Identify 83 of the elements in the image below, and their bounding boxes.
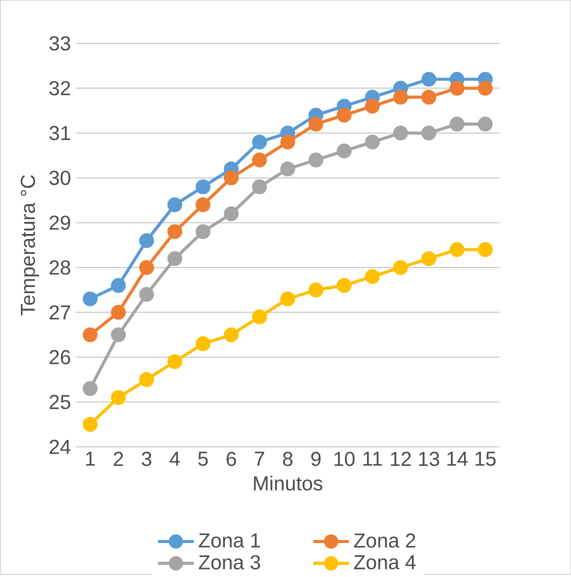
point [336,144,352,158]
y-tick-label: 25 [50,394,70,410]
point [196,197,211,212]
y-axis-title: Temperatura °C [20,175,40,316]
point [450,242,465,258]
point [365,98,380,114]
point [168,354,182,370]
point [336,278,352,293]
y-tick-label: 26 [50,350,70,364]
point [82,327,98,342]
point [196,224,211,240]
point [111,390,126,405]
point [308,152,324,168]
x-tick-label: 15 [476,452,496,466]
point [280,134,296,150]
point [422,90,436,105]
point [111,304,126,320]
point [252,134,268,150]
x-tick-label: 6 [226,452,236,466]
point [252,179,268,194]
legend-label: Zona 2 [354,533,416,548]
point [168,197,182,212]
legend-label: Zona 3 [198,555,260,570]
point [393,260,408,275]
x-tick-label: 8 [283,452,293,466]
point [139,233,154,248]
point [450,80,465,96]
y-tick-label: 27 [50,305,70,320]
x-tick-label: 3 [142,452,152,466]
point [308,282,324,298]
point [450,116,465,132]
x-tick-label: 7 [255,452,264,466]
x-tick-label: 4 [170,452,180,466]
point [336,108,352,123]
point [308,116,324,132]
x-tick-label: 12 [391,452,411,466]
y-tick-label: 33 [50,36,70,51]
point [280,161,296,176]
point [82,381,98,396]
point [422,126,436,140]
point [478,116,493,132]
y-tick-label: 24 [50,440,71,454]
point [196,336,211,352]
point [139,372,154,388]
point [82,416,98,432]
x-tick-label: 2 [114,452,124,466]
y-tick-label: 32 [50,81,70,96]
point [139,260,154,275]
point [224,170,239,186]
x-tick-label: 13 [419,452,440,466]
point [365,269,380,284]
point [139,287,154,302]
legend-label: Zona 4 [354,555,416,570]
x-tick-label: 14 [448,452,468,466]
point [252,152,268,168]
x-tick-label: 10 [334,452,355,466]
point [252,309,268,324]
point [111,278,126,293]
point [196,179,211,194]
point [478,242,493,258]
point [422,251,436,266]
point [280,291,296,306]
point [365,134,380,150]
y-tick-label: 31 [50,126,70,140]
point [478,80,493,96]
x-tick-label: 5 [198,452,208,466]
point [168,224,182,240]
point [111,327,126,342]
y-tick-label: 30 [50,170,70,186]
x-tick-label: 1 [86,452,95,466]
point [224,206,239,222]
point [82,291,98,306]
y-tick-label: 28 [50,260,70,275]
legend-label: Zona 1 [198,534,260,548]
point [393,126,408,140]
y-tick-label: 29 [50,216,70,230]
point [422,72,436,87]
point [224,327,239,342]
point [393,90,408,105]
point [168,251,182,266]
x-tick-label: 11 [364,452,382,466]
x-axis-title: Minutos [254,476,322,491]
x-tick-label: 9 [311,452,321,466]
